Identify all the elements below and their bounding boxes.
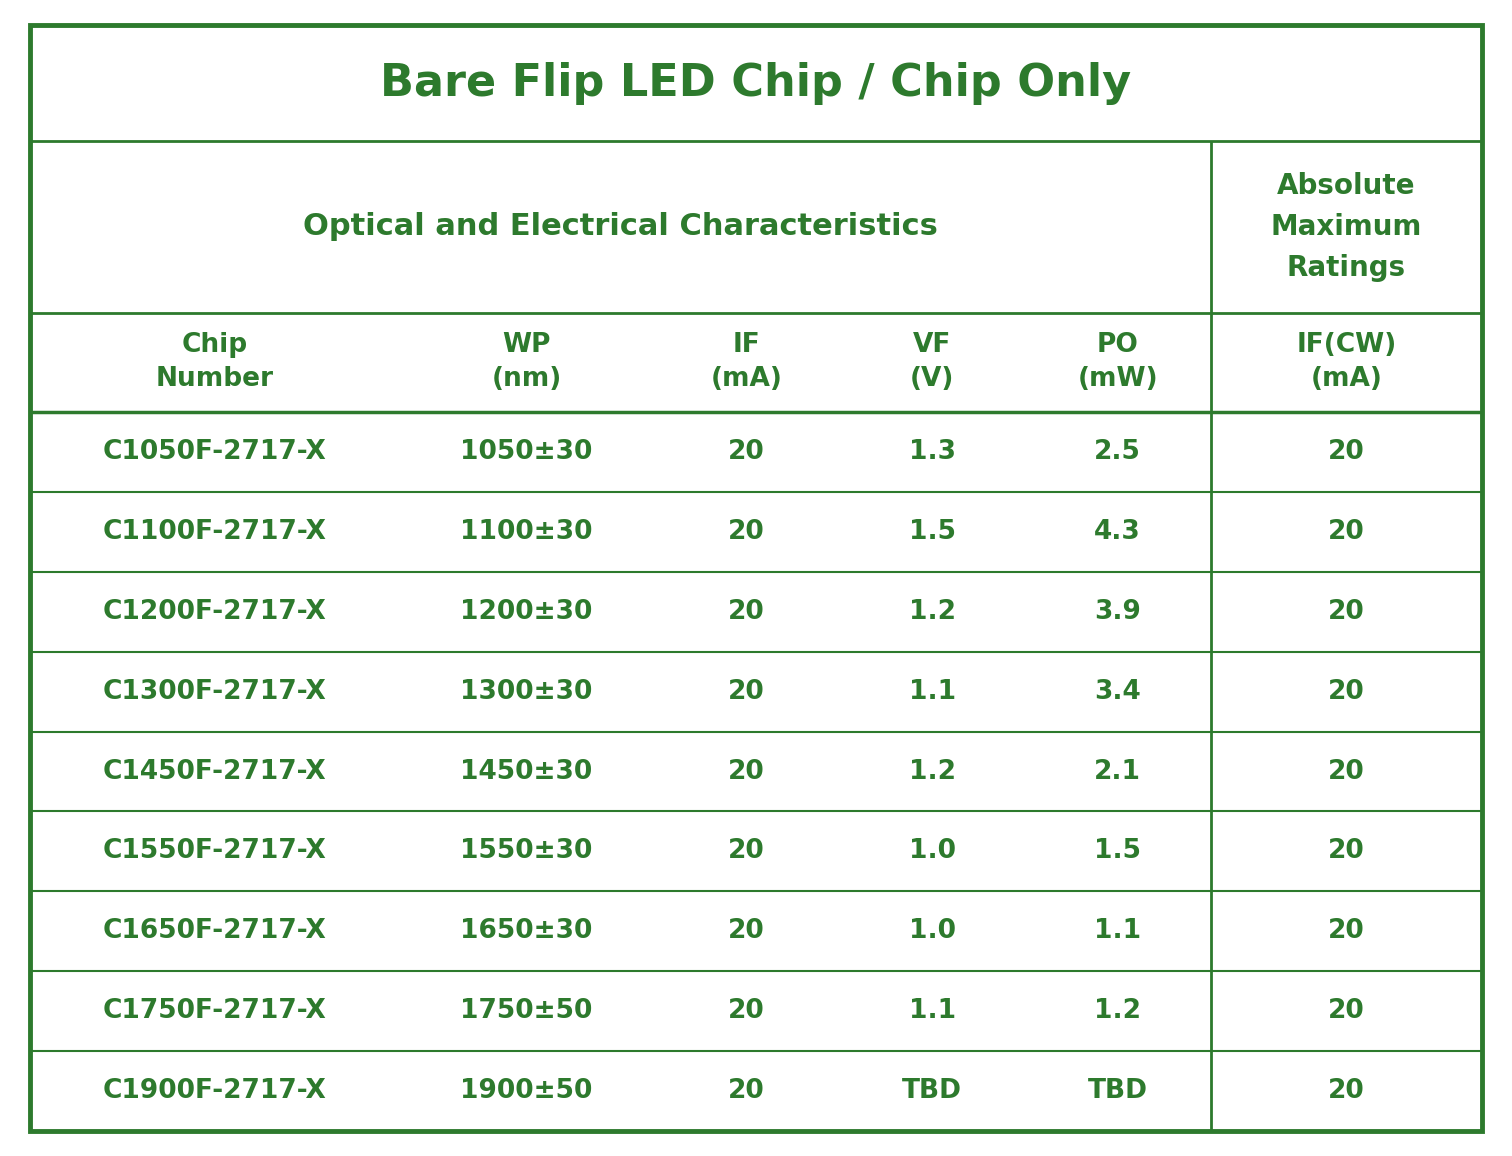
Text: TBD: TBD <box>1087 1079 1148 1104</box>
Text: TBD: TBD <box>903 1079 962 1104</box>
Text: 1300±30: 1300±30 <box>461 679 593 705</box>
Text: 20: 20 <box>729 998 765 1024</box>
Text: 20: 20 <box>1328 679 1365 705</box>
Text: 1.3: 1.3 <box>909 439 956 465</box>
Text: 1.1: 1.1 <box>1095 918 1142 944</box>
Text: 20: 20 <box>1328 439 1365 465</box>
Text: 1900±50: 1900±50 <box>461 1079 593 1104</box>
Text: Bare Flip LED Chip / Chip Only: Bare Flip LED Chip / Chip Only <box>381 61 1131 104</box>
Text: C1650F-2717-X: C1650F-2717-X <box>103 918 327 944</box>
Text: 1.2: 1.2 <box>1095 998 1142 1024</box>
Text: 1.5: 1.5 <box>909 519 956 544</box>
Text: 1.0: 1.0 <box>909 838 956 865</box>
Text: 1100±30: 1100±30 <box>460 519 593 544</box>
Text: 20: 20 <box>729 679 765 705</box>
Text: 1050±30: 1050±30 <box>461 439 593 465</box>
Text: 4.3: 4.3 <box>1095 519 1142 544</box>
Text: 1.2: 1.2 <box>909 599 956 624</box>
Text: 20: 20 <box>1328 838 1365 865</box>
Text: VF
(V): VF (V) <box>910 332 954 392</box>
Text: 1.1: 1.1 <box>909 679 956 705</box>
Text: C1050F-2717-X: C1050F-2717-X <box>103 439 327 465</box>
Text: C1900F-2717-X: C1900F-2717-X <box>103 1079 327 1104</box>
Text: 1450±30: 1450±30 <box>461 758 593 785</box>
Text: 20: 20 <box>1328 1079 1365 1104</box>
Text: 1.5: 1.5 <box>1095 838 1142 865</box>
Text: 3.4: 3.4 <box>1095 679 1142 705</box>
Text: IF
(mA): IF (mA) <box>711 332 783 392</box>
Text: C1450F-2717-X: C1450F-2717-X <box>103 758 327 785</box>
Text: PO
(mW): PO (mW) <box>1078 332 1158 392</box>
Text: 1750±50: 1750±50 <box>461 998 593 1024</box>
Text: Absolute
Maximum
Ratings: Absolute Maximum Ratings <box>1270 171 1421 282</box>
Text: 20: 20 <box>729 439 765 465</box>
Text: 20: 20 <box>729 918 765 944</box>
Text: 1.2: 1.2 <box>909 758 956 785</box>
Text: 20: 20 <box>729 599 765 624</box>
Text: 1.0: 1.0 <box>909 918 956 944</box>
Text: 20: 20 <box>729 838 765 865</box>
Text: 1650±30: 1650±30 <box>461 918 593 944</box>
Text: 20: 20 <box>1328 918 1365 944</box>
Text: Optical and Electrical Characteristics: Optical and Electrical Characteristics <box>302 213 937 242</box>
Text: C1750F-2717-X: C1750F-2717-X <box>103 998 327 1024</box>
Text: 3.9: 3.9 <box>1095 599 1142 624</box>
Text: C1550F-2717-X: C1550F-2717-X <box>103 838 327 865</box>
Text: IF(CW)
(mA): IF(CW) (mA) <box>1296 332 1397 392</box>
Text: 1.1: 1.1 <box>909 998 956 1024</box>
Text: 1550±30: 1550±30 <box>461 838 593 865</box>
Text: Chip
Number: Chip Number <box>156 332 274 392</box>
Text: 20: 20 <box>1328 998 1365 1024</box>
Text: 2.1: 2.1 <box>1095 758 1142 785</box>
Text: 2.5: 2.5 <box>1095 439 1142 465</box>
Text: WP
(nm): WP (nm) <box>491 332 562 392</box>
Text: 20: 20 <box>1328 519 1365 544</box>
Text: C1100F-2717-X: C1100F-2717-X <box>103 519 327 544</box>
Text: 20: 20 <box>1328 599 1365 624</box>
Text: C1300F-2717-X: C1300F-2717-X <box>103 679 327 705</box>
Text: 20: 20 <box>729 758 765 785</box>
Text: 20: 20 <box>729 1079 765 1104</box>
Text: 1200±30: 1200±30 <box>461 599 593 624</box>
Text: 20: 20 <box>729 519 765 544</box>
Text: C1200F-2717-X: C1200F-2717-X <box>103 599 327 624</box>
Text: 20: 20 <box>1328 758 1365 785</box>
